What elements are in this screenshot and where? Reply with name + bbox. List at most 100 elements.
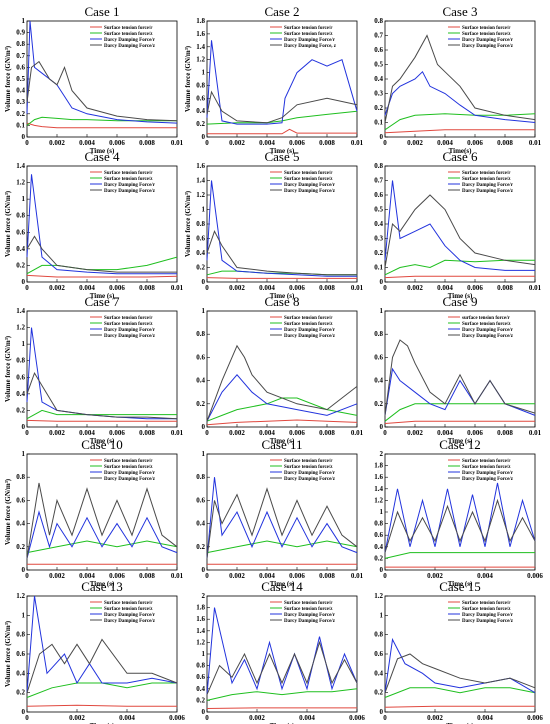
legend-entry: Darcy Damping Force/r xyxy=(284,328,336,333)
legend-entry: Darcy Damping Force/z xyxy=(462,44,514,49)
plot-frame xyxy=(206,20,358,138)
plot-frame xyxy=(26,310,178,428)
x-tick-label: 0.004 xyxy=(437,139,453,147)
y-axis-label: Volume force (GN/m³) xyxy=(4,45,12,112)
x-tick-label: 0.002 xyxy=(427,714,443,722)
y-tick-label: 1 xyxy=(202,307,206,315)
series-line-s_z xyxy=(384,552,535,559)
legend-entry: Surface tension force/r xyxy=(284,316,333,321)
legend-entry: Darcy Damping Force/z xyxy=(284,334,336,339)
y-tick-label: 0.8 xyxy=(16,212,25,220)
y-tick-label: 0.6 xyxy=(16,496,25,504)
x-tick-label: 0.01 xyxy=(529,429,542,437)
legend-entry: Surface tension force/z xyxy=(462,322,511,327)
x-tick-label: 0.002 xyxy=(229,572,245,580)
x-tick-label: 0.004 xyxy=(259,139,275,147)
x-tick-label: 0.002 xyxy=(229,284,245,292)
series-line-d_z xyxy=(26,235,177,273)
x-tick-label: 0.002 xyxy=(407,139,423,147)
series-line-s_r xyxy=(26,122,177,129)
series-line-s_r xyxy=(206,707,357,709)
legend-entry: Surface tension force/z xyxy=(462,465,511,470)
x-tick-label: 0.002 xyxy=(49,572,65,580)
legend-entry: Darcy Damping Force/z xyxy=(284,189,336,194)
x-tick-label: 0.002 xyxy=(229,429,245,437)
x-axis-label: Time (s) xyxy=(270,147,295,155)
series-line-s_r xyxy=(384,129,535,134)
series-line-d_r xyxy=(206,40,358,125)
y-tick-label: 0.4 xyxy=(16,87,25,95)
y-tick-label: 0.2 xyxy=(374,400,383,408)
y-tick-label: 1 xyxy=(202,206,206,214)
x-tick-label: 0.008 xyxy=(139,139,155,147)
x-axis-label: Time (s) xyxy=(270,580,295,588)
x-tick-label: 0.006 xyxy=(527,714,543,722)
series-line-d_r xyxy=(384,367,536,416)
legend-entry: surface tension force/r xyxy=(462,316,510,321)
y-tick-label: 0.4 xyxy=(16,245,25,253)
series-line-d_z xyxy=(384,653,536,693)
legend-entry: Darcy Damping Force/r xyxy=(462,328,514,333)
y-tick-label: 1 xyxy=(380,611,384,619)
y-tick-label: 1.4 xyxy=(16,162,25,170)
legend-entry: Darcy Damping Force/r xyxy=(462,471,514,476)
series-line-s_r xyxy=(207,128,357,135)
x-axis-label: Time (s) xyxy=(448,292,473,300)
x-tick-label: 0.002 xyxy=(407,429,423,437)
y-tick-label: 0.8 xyxy=(196,473,205,481)
y-tick-label: 0 xyxy=(380,133,384,141)
plot-frame xyxy=(26,165,178,283)
y-tick-label: 1.2 xyxy=(196,191,205,199)
y-tick-label: 0.8 xyxy=(16,473,25,481)
y-tick-label: 2 xyxy=(380,450,384,458)
x-tick-label: 0.01 xyxy=(171,284,184,292)
x-tick-label: 0.008 xyxy=(319,572,335,580)
legend-entry: Darcy Damping Force/r xyxy=(462,183,514,188)
y-tick-label: 0.2 xyxy=(374,689,383,697)
x-tick-label: 0.004 xyxy=(79,139,95,147)
panel-title: Case 5 xyxy=(264,149,299,164)
chart-panel-10: Case 10 0 0.2 0.4 0.6 0.8 1 0 0.002 0.004 0.006 0.0… xyxy=(4,437,184,588)
chart-panel-15: Case 15 0 0.2 0.4 0.6 0.8 1 1.2 0 0.002 0.004 0.006… xyxy=(374,579,543,724)
x-axis-label: Time (s) xyxy=(448,580,473,588)
y-axis-label: Volume force (GN/m³) xyxy=(184,45,192,112)
legend-entry: Darcy Damping Force/z xyxy=(284,477,336,482)
panel-title: Case 14 xyxy=(261,579,303,594)
y-tick-label: 1 xyxy=(22,611,26,619)
y-axis-label: Volume force (GN/m³) xyxy=(4,335,12,402)
y-tick-label: 1 xyxy=(22,340,26,348)
x-axis-label: Time (s) xyxy=(448,437,473,445)
x-tick-label: 0.006 xyxy=(289,139,305,147)
y-tick-label: 0.2 xyxy=(16,689,25,697)
y-tick-label: 0.4 xyxy=(374,543,383,551)
plot-frame xyxy=(26,453,178,571)
y-tick-label: 0.3 xyxy=(374,90,383,98)
y-tick-label: 0.2 xyxy=(374,554,383,562)
y-tick-label: 0.3 xyxy=(16,98,25,106)
series-line-d_r xyxy=(384,637,536,694)
legend-entry: Surface tension force/z xyxy=(104,177,153,182)
plot-frame xyxy=(206,310,358,428)
y-tick-label: 0.2 xyxy=(196,120,205,128)
y-tick-label: 0.8 xyxy=(196,220,205,228)
series-line-d_z xyxy=(384,339,536,416)
x-tick-label: 0.01 xyxy=(529,284,542,292)
x-tick-label: 0 xyxy=(383,429,387,437)
y-tick-label: 0.2 xyxy=(196,696,205,704)
y-tick-label: 0.2 xyxy=(196,264,205,272)
legend-entry: Darcy Damping Force/r xyxy=(284,471,336,476)
legend-entry: Surface tension force/z xyxy=(104,32,153,37)
y-tick-label: 0 xyxy=(380,423,384,431)
legend-entry: Darcy Damping Force/r xyxy=(462,38,514,43)
y-tick-label: 0 xyxy=(22,708,26,716)
legend-entry: Darcy Damping Force/r xyxy=(104,613,156,618)
y-tick-label: 1 xyxy=(202,450,206,458)
y-tick-label: 1.6 xyxy=(374,473,383,481)
panel-title: Case 6 xyxy=(442,149,478,164)
x-axis-label: Times (s) xyxy=(446,722,474,724)
y-tick-label: 0.2 xyxy=(16,543,25,551)
series-line-d_z xyxy=(384,194,536,268)
y-tick-label: 1.2 xyxy=(16,179,25,187)
